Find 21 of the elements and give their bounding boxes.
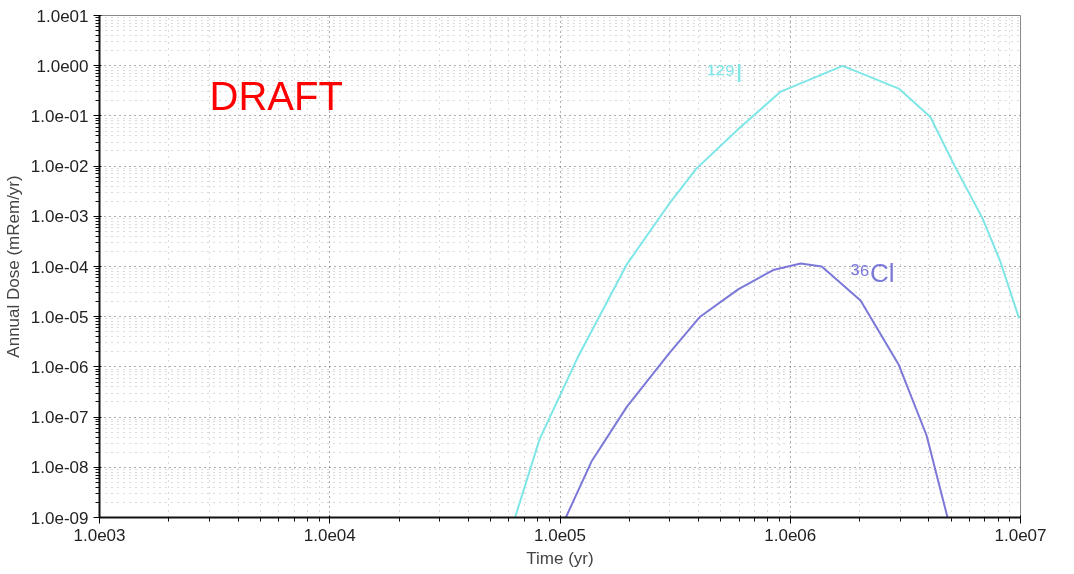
- x-axis-title: Time (yr): [526, 548, 594, 568]
- y-tick-label: 1.0e-06: [30, 357, 89, 377]
- y-tick-label: 1.0e-01: [30, 106, 89, 126]
- y-tick-label: 1.0e-08: [30, 458, 89, 478]
- y-tick-label: 1.0e01: [36, 6, 89, 26]
- x-tick-label: 1.0e05: [534, 525, 586, 545]
- x-tick-label: 1.0e06: [764, 525, 817, 545]
- y-tick-label: 1.0e-05: [30, 307, 89, 327]
- x-tick-label: 1.0e03: [73, 525, 126, 545]
- y-tick-label: 1.0e-03: [30, 207, 89, 227]
- y-tick-label: 1.0e-09: [30, 508, 89, 528]
- x-tick-label: 1.0e04: [303, 525, 356, 545]
- y-tick-label: 1.0e-07: [30, 408, 89, 428]
- series-label: ³⁶Cl: [850, 258, 895, 289]
- annotation: DRAFT: [209, 73, 343, 118]
- y-tick-label: 1.0e-02: [30, 157, 89, 177]
- y-tick-label: 1.0e00: [36, 56, 89, 76]
- y-tick-label: 1.0e-04: [30, 257, 89, 277]
- series-label: ¹²⁹I: [707, 57, 743, 88]
- x-tick-label: 1.0e07: [994, 525, 1047, 545]
- y-axis-title: Annual Dose (mRem/yr): [3, 175, 23, 358]
